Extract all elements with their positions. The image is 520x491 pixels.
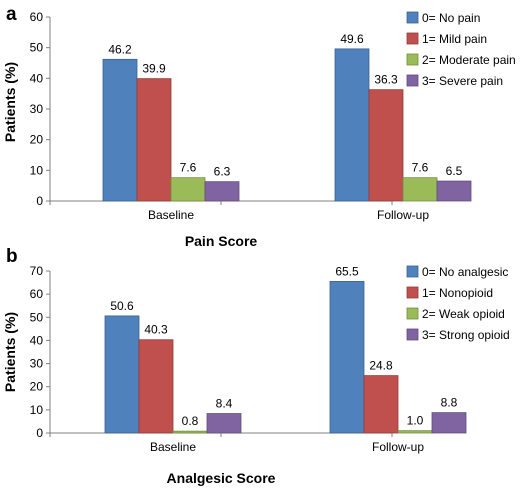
data-label: 6.5: [446, 164, 463, 178]
data-label: 8.4: [216, 397, 233, 411]
bar: [204, 181, 240, 202]
y-tick-label: 10: [30, 403, 44, 417]
data-label: 40.3: [144, 323, 168, 337]
data-label: 65.5: [335, 264, 359, 278]
legend-label: 0= No analgesic: [422, 265, 508, 279]
bar: [436, 180, 472, 202]
x-tick-label: Follow-up: [372, 440, 424, 454]
bar: [397, 430, 433, 434]
y-tick-label: 60: [30, 287, 44, 301]
data-label: 24.8: [369, 359, 393, 373]
bar: [104, 315, 140, 434]
legend-swatch: [406, 307, 419, 320]
legend-swatch: [406, 265, 419, 278]
panel-label: b: [6, 246, 18, 267]
legend-label: 2= Moderate pain: [422, 53, 516, 67]
legend-swatch: [406, 74, 419, 87]
y-axis-title: Patients (%): [2, 312, 18, 392]
legend-label: 3= Strong opioid: [422, 328, 510, 342]
panel-label: a: [6, 4, 17, 25]
y-tick-label: 30: [30, 102, 44, 116]
chart-panel-a: a 0 10 20 30 40 50 60 46.2 39.9 7.6 6.3 Baseline 49.6…: [2, 4, 516, 249]
data-label: 36.3: [374, 73, 398, 87]
data-label: 49.6: [340, 32, 364, 46]
y-tick-label: 10: [30, 163, 44, 177]
y-tick-label: 30: [30, 357, 44, 371]
legend-label: 0= No pain: [422, 11, 480, 25]
bar: [329, 281, 365, 434]
y-tick-label: 0: [36, 426, 43, 440]
legend-label: 1= Nonopioid: [422, 286, 493, 300]
y-tick-label: 0: [36, 194, 43, 208]
bar: [138, 339, 174, 434]
bar: [102, 58, 138, 202]
x-tick-label: Baseline: [148, 208, 194, 222]
legend-swatch: [406, 53, 419, 66]
data-label: 6.3: [214, 165, 231, 179]
bar: [206, 413, 242, 434]
y-tick-label: 40: [30, 333, 44, 347]
legend: 0= No analgesic 1= Nonopioid 2= Weak opioi…: [406, 265, 510, 342]
x-tick-label: Follow-up: [377, 208, 429, 222]
data-label: 50.6: [110, 299, 134, 313]
legend-swatch: [406, 32, 419, 45]
bar: [402, 177, 438, 202]
bar: [170, 177, 206, 202]
data-label: 0.8: [182, 414, 199, 428]
y-tick-label: 70: [30, 264, 44, 278]
x-tick-label: Baseline: [150, 440, 196, 454]
legend-swatch: [406, 328, 419, 341]
y-tick-label: 20: [30, 133, 44, 147]
data-label: 46.2: [108, 42, 132, 56]
data-label: 39.9: [142, 62, 166, 76]
y-tick-label: 40: [30, 71, 44, 85]
x-axis-title: Pain Score: [185, 233, 258, 249]
bar: [363, 375, 399, 434]
legend-swatch: [406, 286, 419, 299]
legend-swatch: [406, 11, 419, 24]
chart-panel-b: b 0 10 20 30 40 50 60 70 50.6 40.3 0.8 8.4 Baseline 65…: [2, 246, 510, 486]
y-tick-label: 50: [30, 310, 44, 324]
bar: [136, 78, 172, 202]
legend-label: 1= Mild pain: [422, 32, 487, 46]
legend: 0= No pain 1= Mild pain 2= Moderate pain 3=…: [406, 11, 516, 88]
data-label: 1.0: [407, 414, 424, 428]
y-axis-title: Patients (%): [2, 62, 18, 142]
data-label: 8.8: [441, 396, 458, 410]
bar: [334, 48, 370, 202]
data-label: 7.6: [412, 161, 429, 175]
legend-label: 3= Severe pain: [422, 74, 503, 88]
data-label: 7.6: [180, 161, 197, 175]
y-tick-label: 50: [30, 41, 44, 55]
bar: [172, 430, 208, 434]
bar: [368, 89, 404, 202]
legend-label: 2= Weak opioid: [422, 307, 505, 321]
y-tick-label: 60: [30, 10, 44, 24]
x-axis-title: Analgesic Score: [167, 470, 276, 486]
y-tick-label: 20: [30, 380, 44, 394]
bar: [431, 412, 467, 434]
